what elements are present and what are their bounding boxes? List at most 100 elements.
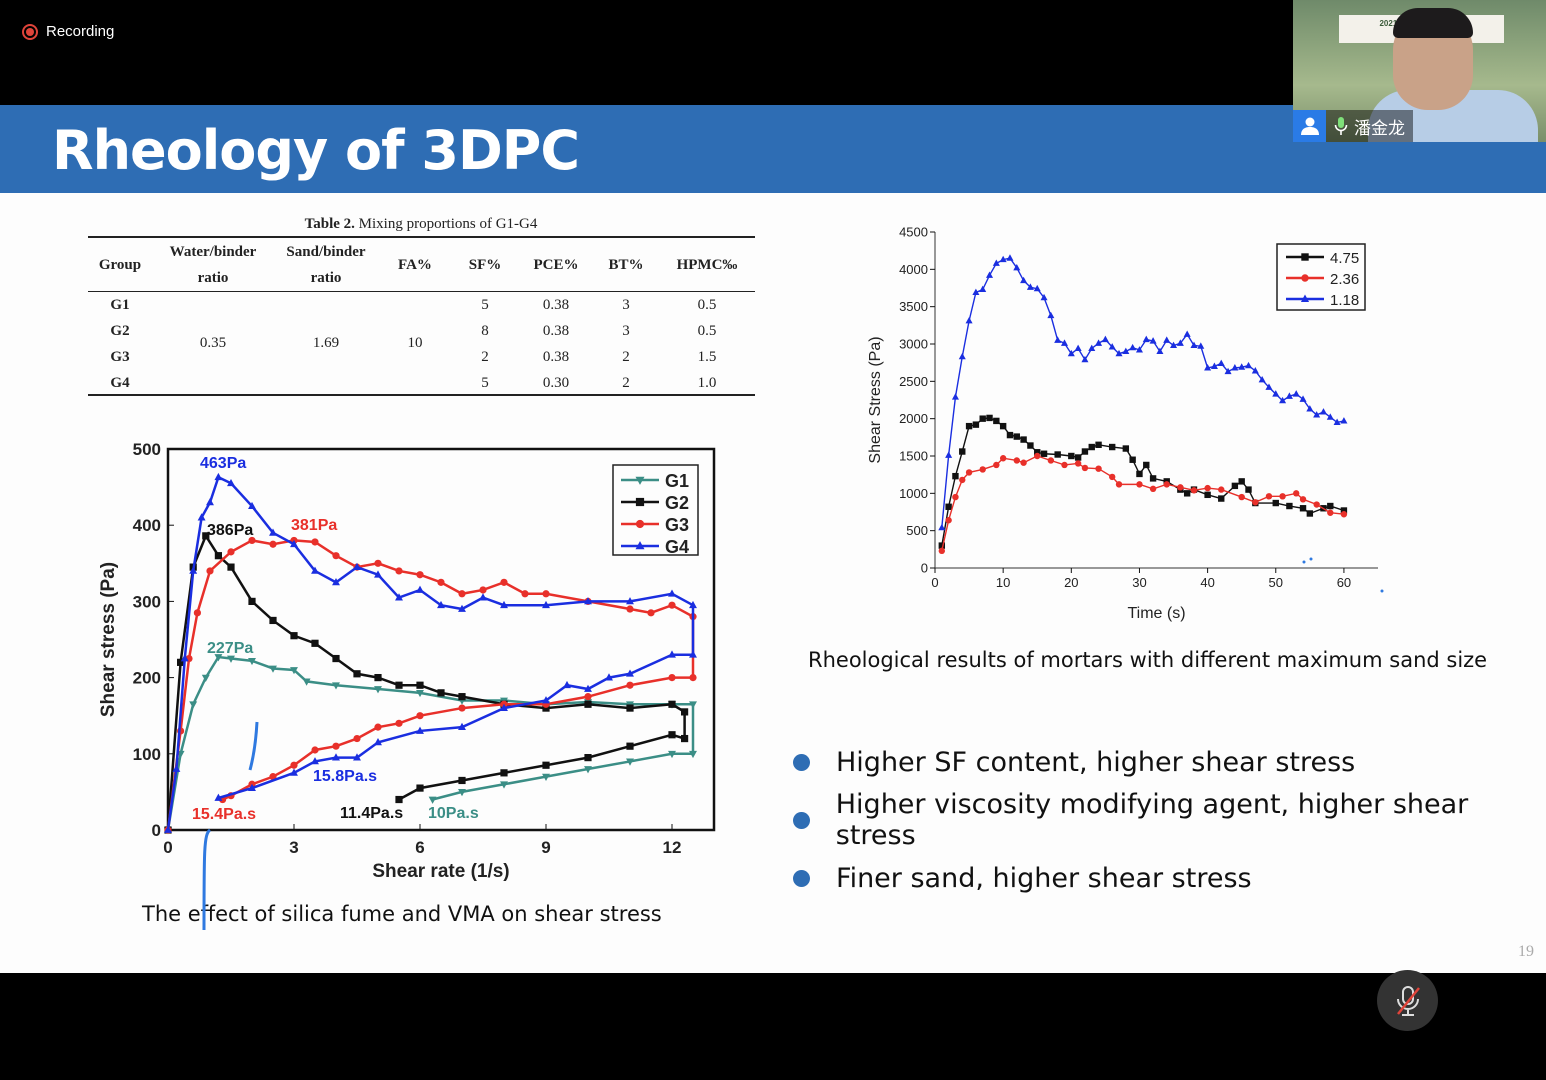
data-point bbox=[227, 478, 235, 487]
data-point bbox=[500, 769, 508, 777]
cell-hpmc: 1.0 bbox=[697, 375, 717, 391]
data-point bbox=[952, 472, 959, 480]
data-point bbox=[374, 559, 382, 567]
data-point bbox=[1068, 452, 1075, 460]
mute-microphone-button[interactable] bbox=[1377, 970, 1438, 1031]
data-point bbox=[1340, 417, 1348, 424]
data-point bbox=[311, 746, 319, 754]
legend-marker bbox=[1301, 274, 1309, 282]
data-point bbox=[1245, 486, 1252, 493]
data-point bbox=[248, 657, 256, 666]
data-point bbox=[1040, 450, 1048, 457]
header-pce: PCE% bbox=[533, 257, 579, 273]
page-number: 19 bbox=[1518, 943, 1534, 960]
data-point bbox=[1306, 510, 1314, 517]
x-tick-label: 30 bbox=[1132, 575, 1146, 590]
annotation-g4-visc: 15.8Pa.s bbox=[313, 768, 377, 785]
data-point bbox=[668, 750, 676, 759]
data-point bbox=[332, 578, 340, 586]
data-point bbox=[458, 604, 466, 612]
data-point bbox=[1095, 339, 1103, 346]
y-tick-label: 0 bbox=[921, 561, 928, 576]
data-point bbox=[1109, 473, 1116, 481]
data-point bbox=[1279, 396, 1287, 404]
data-point bbox=[938, 523, 946, 531]
header-sand-binder: Sand/binder bbox=[286, 244, 366, 260]
data-point bbox=[1135, 346, 1143, 353]
data-point bbox=[1218, 495, 1225, 502]
data-point bbox=[938, 547, 946, 555]
legend-box bbox=[612, 464, 699, 556]
legend-marker bbox=[635, 541, 645, 550]
cell-hpmc: 0.5 bbox=[697, 297, 717, 313]
y-tick-label: 1500 bbox=[899, 449, 928, 464]
y-tick-label: 4000 bbox=[899, 262, 928, 277]
data-point bbox=[1136, 470, 1143, 478]
data-point bbox=[201, 674, 210, 682]
cell-pce: 0.38 bbox=[542, 297, 570, 313]
data-point bbox=[311, 566, 319, 574]
data-point bbox=[1033, 284, 1041, 292]
data-point bbox=[1054, 451, 1061, 458]
data-point bbox=[668, 601, 676, 609]
user-icon bbox=[1293, 110, 1326, 142]
legend-marker bbox=[1301, 253, 1309, 261]
data-point bbox=[428, 796, 437, 804]
data-point bbox=[374, 723, 382, 731]
data-point bbox=[374, 570, 382, 578]
header-fa: FA% bbox=[398, 257, 432, 273]
data-point bbox=[197, 513, 206, 521]
data-point bbox=[269, 665, 277, 673]
microphone-icon bbox=[1334, 117, 1348, 135]
data-point bbox=[458, 722, 466, 731]
cell-group: G4 bbox=[110, 375, 130, 391]
header-sf: SF% bbox=[468, 257, 502, 273]
data-point bbox=[458, 693, 466, 701]
series-line bbox=[166, 533, 686, 831]
data-point bbox=[1149, 485, 1157, 493]
data-point bbox=[374, 738, 382, 746]
data-point bbox=[993, 461, 1000, 469]
data-point bbox=[332, 682, 340, 690]
cell-sf: 2 bbox=[481, 349, 489, 365]
recording-icon bbox=[22, 23, 38, 40]
data-point bbox=[214, 793, 223, 801]
data-point bbox=[214, 472, 223, 481]
data-point bbox=[959, 476, 966, 484]
annotation-g4-peak: 463Pa bbox=[200, 455, 246, 472]
x-tick-label: 12 bbox=[663, 838, 682, 857]
data-point bbox=[500, 600, 508, 609]
recording-indicator[interactable]: Recording bbox=[22, 23, 114, 40]
data-point bbox=[248, 783, 256, 791]
data-point bbox=[689, 701, 697, 709]
cell-sf: 8 bbox=[481, 323, 489, 339]
data-point bbox=[248, 501, 256, 510]
x-axis-label: Shear rate (1/s) bbox=[372, 861, 509, 882]
data-point bbox=[1333, 418, 1341, 425]
data-point bbox=[1265, 383, 1273, 390]
x-tick-label: 50 bbox=[1269, 575, 1283, 590]
header-group: Group bbox=[98, 257, 142, 273]
data-point bbox=[1081, 448, 1089, 455]
data-point bbox=[647, 609, 655, 617]
data-point bbox=[979, 415, 986, 422]
data-point bbox=[214, 654, 223, 662]
cell-group: G1 bbox=[110, 297, 130, 313]
data-point bbox=[1231, 482, 1239, 490]
data-point bbox=[1238, 363, 1246, 370]
data-point bbox=[172, 764, 181, 772]
annotation-g3-visc: 15.4Pa.s bbox=[192, 806, 256, 823]
series-4.75 bbox=[938, 414, 1348, 549]
data-point bbox=[959, 448, 966, 455]
x-tick-label: 3 bbox=[289, 838, 298, 857]
data-point bbox=[542, 773, 550, 781]
y-tick-label: 3500 bbox=[899, 299, 928, 314]
data-point bbox=[1074, 454, 1082, 461]
data-point bbox=[1020, 276, 1028, 284]
data-point bbox=[1204, 491, 1211, 499]
participant-video-tile[interactable]: 2021年土木工 系列讲座暨第十二 学校 潘金龙 bbox=[1293, 0, 1546, 142]
data-point bbox=[332, 552, 340, 560]
data-point bbox=[584, 684, 592, 692]
data-point bbox=[1047, 311, 1055, 319]
data-point bbox=[1142, 335, 1150, 343]
